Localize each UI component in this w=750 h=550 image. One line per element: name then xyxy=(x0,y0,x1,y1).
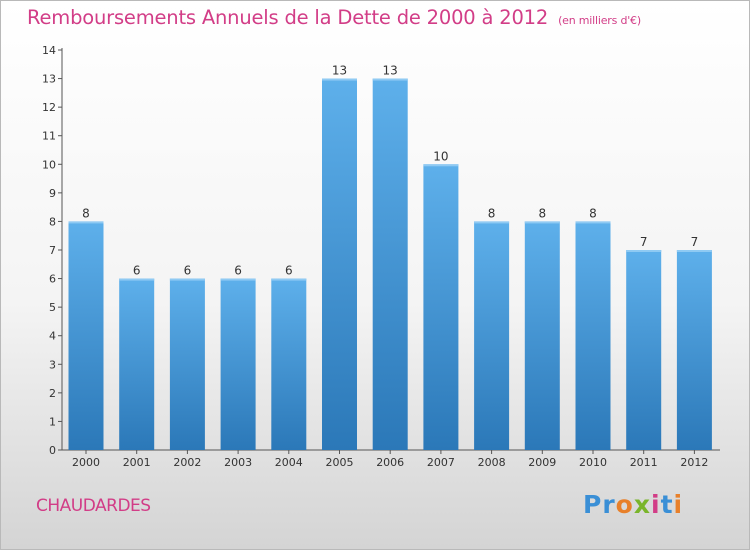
x-tick-label: 2011 xyxy=(630,456,658,469)
bar xyxy=(271,278,307,450)
bar-top-edge xyxy=(372,78,408,81)
data-label: 7 xyxy=(640,235,648,249)
bar-top-edge xyxy=(169,278,205,281)
data-label: 6 xyxy=(133,264,141,278)
bar xyxy=(626,250,662,450)
proxiti-logo: Proxiti xyxy=(583,490,693,524)
bar-top-edge xyxy=(423,164,459,167)
bar xyxy=(524,221,560,450)
bar-top-edge xyxy=(676,250,712,252)
bar-top-edge xyxy=(474,221,510,224)
x-tick-label: 2003 xyxy=(224,456,252,469)
data-label: 13 xyxy=(383,64,398,78)
data-label: 6 xyxy=(184,264,192,278)
bar-top-edge xyxy=(524,221,560,224)
bar-top-edge xyxy=(322,78,357,81)
bar xyxy=(474,221,510,450)
bar xyxy=(372,78,408,451)
logo-letter: P xyxy=(583,490,603,519)
data-label: 10 xyxy=(433,149,448,163)
bar-top-edge xyxy=(119,278,155,281)
y-tick-label: 8 xyxy=(49,215,56,228)
x-tick-label: 2010 xyxy=(579,456,607,469)
data-label: 8 xyxy=(538,206,546,220)
data-label: 6 xyxy=(285,264,293,278)
y-tick-label: 5 xyxy=(49,301,56,314)
y-tick-label: 11 xyxy=(42,130,56,143)
bar-top-edge xyxy=(68,221,104,224)
y-tick-label: 4 xyxy=(49,330,56,343)
bar-top-edge xyxy=(575,221,611,224)
data-label: 8 xyxy=(589,206,597,220)
bar xyxy=(575,221,611,450)
x-tick-label: 2012 xyxy=(680,456,708,469)
y-tick-label: 6 xyxy=(49,273,56,286)
y-tick-label: 9 xyxy=(49,187,56,200)
x-tick-label: 2007 xyxy=(427,456,455,469)
y-tick-label: 1 xyxy=(49,415,56,428)
y-tick-label: 7 xyxy=(49,244,56,257)
data-label: 7 xyxy=(691,235,699,249)
y-tick-label: 2 xyxy=(49,387,56,400)
data-label: 8 xyxy=(488,206,496,220)
bar xyxy=(423,164,459,451)
x-tick-label: 2001 xyxy=(123,456,151,469)
x-tick-label: 2004 xyxy=(275,456,303,469)
data-label: 8 xyxy=(82,206,90,220)
x-tick-label: 2002 xyxy=(173,456,201,469)
x-tick-label: 2000 xyxy=(72,456,100,469)
x-tick-label: 2008 xyxy=(478,456,506,469)
logo-letter: t xyxy=(660,490,674,519)
y-tick-label: 3 xyxy=(49,358,56,371)
logo-letter: r xyxy=(602,490,616,519)
y-tick-label: 12 xyxy=(42,101,56,114)
chart-unit: (en milliers d'€) xyxy=(558,14,641,27)
bar xyxy=(169,278,205,450)
bar xyxy=(322,78,357,451)
y-tick-label: 10 xyxy=(42,158,56,171)
bar xyxy=(220,278,256,450)
logo-letter: x xyxy=(633,490,651,519)
logo-letter: o xyxy=(615,490,634,519)
bar xyxy=(68,221,104,450)
x-tick-label: 2006 xyxy=(376,456,404,469)
data-label: 6 xyxy=(234,264,242,278)
logo-letter: i xyxy=(673,490,684,519)
x-tick-label: 2005 xyxy=(326,456,354,469)
x-tick-label: 2009 xyxy=(528,456,556,469)
chart-title: Remboursements Annuels de la Dette de 20… xyxy=(27,6,641,29)
y-tick-label: 14 xyxy=(42,44,56,57)
data-label: 13 xyxy=(332,64,347,78)
y-tick-label: 13 xyxy=(42,73,56,86)
chart-title-text: Remboursements Annuels de la Dette de 20… xyxy=(27,6,549,29)
bar xyxy=(676,250,712,450)
bar xyxy=(119,278,155,450)
y-tick-label: 0 xyxy=(49,444,56,457)
bar-top-edge xyxy=(271,278,307,281)
logo-letter: i xyxy=(651,490,661,519)
bar-top-edge xyxy=(220,278,256,281)
bar-top-edge xyxy=(626,250,662,252)
commune-name: CHAUDARDES xyxy=(36,496,151,516)
